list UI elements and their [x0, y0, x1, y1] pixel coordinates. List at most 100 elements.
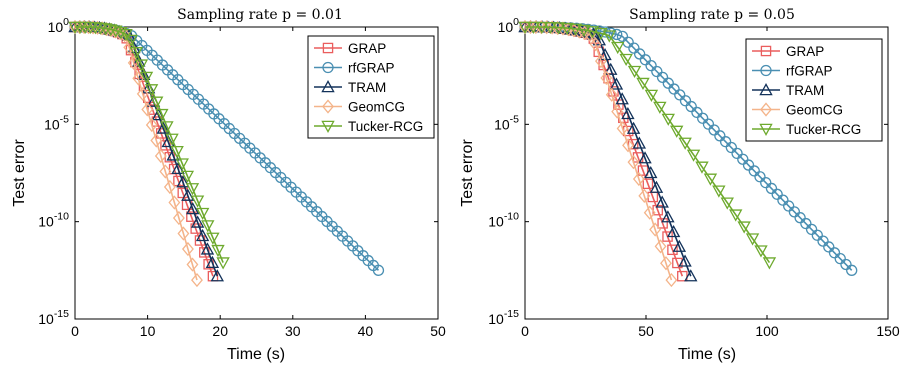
legend-item: rfGRAP	[314, 61, 395, 76]
legend-marker	[760, 45, 772, 57]
data-point	[577, 24, 591, 37]
data-point	[160, 121, 174, 134]
data-point	[714, 130, 726, 142]
legend: GRAP rfGRAP TRAM GeomCG Tucker-RCG	[307, 35, 435, 139]
data-point	[604, 62, 618, 75]
data-point	[654, 239, 667, 254]
x-axis-label: Time (s)	[227, 346, 285, 363]
data-point	[649, 180, 664, 193]
data-point	[156, 121, 171, 134]
data-point	[834, 252, 846, 265]
data-point	[175, 158, 189, 171]
data-point	[633, 48, 646, 60]
data-point	[817, 235, 829, 247]
axis-ticks: 0 10 20 30 40 50 100 10-5 10-10 10-15	[38, 16, 446, 339]
data-point	[661, 210, 675, 223]
data-point	[114, 27, 128, 40]
series-tucker-rcg	[518, 21, 777, 270]
data-point	[589, 37, 602, 52]
legend-label: TRAM	[786, 83, 824, 98]
data-point	[626, 121, 641, 134]
data-point	[129, 47, 143, 60]
legend: GRAP rfGRAP TRAM GeomCG Tucker-RCG	[745, 38, 883, 142]
data-point	[546, 20, 559, 35]
data-point	[670, 125, 684, 138]
data-point	[712, 185, 726, 198]
chart-left: Sampling rate p = 0.01 0 10 20 30 40 50 100 10-…	[11, 7, 446, 363]
data-point	[666, 224, 681, 238]
data-point	[684, 269, 698, 282]
data-point	[144, 84, 159, 97]
data-point	[526, 21, 541, 34]
data-point	[677, 270, 688, 282]
y-axis-label: Test error	[11, 139, 28, 207]
data-point	[585, 26, 600, 39]
data-point	[216, 257, 230, 270]
legend-item: GeomCG	[314, 99, 405, 115]
data-point	[742, 159, 755, 171]
series-line	[524, 26, 692, 277]
data-point	[686, 149, 701, 162]
data-point	[141, 102, 154, 117]
data-point	[584, 27, 597, 42]
data-point	[602, 30, 616, 43]
data-point	[372, 264, 385, 276]
data-point	[840, 258, 852, 271]
data-point	[731, 147, 743, 160]
plot-frame	[74, 26, 439, 320]
data-point	[185, 183, 200, 196]
legend-item: TRAM	[752, 83, 824, 98]
data-point	[616, 121, 629, 136]
data-point	[771, 188, 783, 200]
data-point	[150, 133, 163, 148]
legend-item: Tucker-RCG	[752, 122, 861, 137]
x-tick-label: 50	[430, 323, 446, 339]
data-point	[134, 68, 145, 80]
data-point	[668, 83, 680, 95]
data-point	[719, 136, 732, 148]
data-point	[594, 53, 607, 69]
data-point	[619, 53, 633, 67]
data-point	[543, 21, 557, 35]
data-point	[667, 244, 678, 256]
legend-item: GRAP	[314, 41, 386, 56]
data-point	[134, 59, 149, 72]
legend-marker	[321, 120, 335, 133]
y-tick-label: 10-10	[488, 211, 519, 230]
x-axis-label: Time (s)	[678, 346, 736, 363]
data-point	[679, 95, 692, 107]
data-point	[737, 153, 749, 165]
data-point	[195, 228, 210, 242]
data-point	[191, 272, 203, 288]
series-rfgrap	[69, 21, 385, 276]
legend-label: GeomCG	[348, 100, 405, 115]
data-point	[190, 215, 205, 228]
legend-item: Tucker-RCG	[314, 119, 423, 134]
data-point	[560, 22, 574, 36]
data-point	[643, 205, 656, 220]
legend-label: rfGRAP	[348, 61, 395, 76]
y-tick-label: 100	[48, 16, 70, 35]
data-point	[136, 86, 149, 102]
chart-title: Sampling rate p = 0.05	[629, 7, 795, 23]
legend-label: GRAP	[786, 44, 824, 59]
data-point	[729, 209, 743, 222]
legend-label: Tucker-RCG	[786, 122, 861, 137]
data-point	[665, 272, 678, 288]
data-point	[638, 188, 651, 203]
x-tick-label: 50	[638, 323, 654, 339]
data-point	[651, 65, 663, 78]
legend-marker	[322, 61, 334, 74]
legend-label: Tucker-RCG	[348, 119, 423, 134]
data-point	[145, 117, 158, 133]
data-point	[190, 195, 205, 208]
x-tick-label: 40	[358, 323, 374, 339]
x-tick-label: 30	[285, 323, 301, 339]
y-tick-label: 10-5	[44, 113, 69, 132]
data-point	[685, 100, 697, 113]
legend-marker	[759, 83, 773, 96]
data-point	[644, 89, 659, 102]
data-point	[177, 226, 190, 241]
legend-marker	[759, 123, 773, 136]
data-point	[98, 23, 113, 36]
